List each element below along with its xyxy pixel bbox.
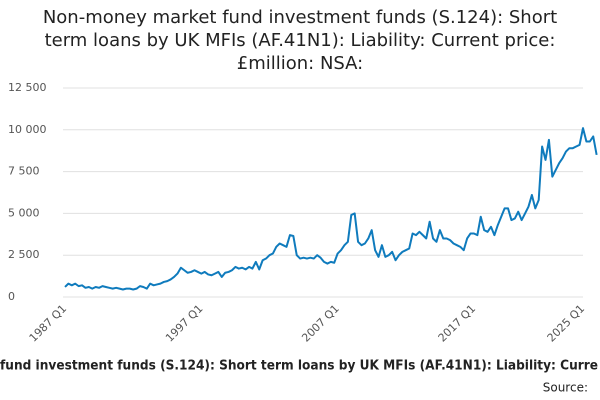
x-tick-label: 2007 Q1 bbox=[299, 302, 342, 345]
x-tick-label: 1997 Q1 bbox=[163, 302, 206, 345]
y-tick-label: 2 500 bbox=[8, 248, 40, 261]
y-tick-label: 10 000 bbox=[8, 123, 47, 136]
caption: fund investment funds (S.124): Short ter… bbox=[0, 359, 598, 374]
y-tick-label: 7 500 bbox=[8, 165, 40, 178]
source: Source: bbox=[543, 381, 588, 395]
x-tick-label: 1987 Q1 bbox=[27, 302, 70, 345]
x-tick-label: 2017 Q1 bbox=[436, 302, 479, 345]
series-line bbox=[64, 127, 598, 291]
chart-title: Non-money market fund investment funds (… bbox=[43, 7, 557, 28]
y-tick-label: 0 bbox=[8, 290, 15, 303]
chart-title: term loans by UK MFIs (AF.41N1): Liabili… bbox=[45, 30, 556, 51]
chart-title: £million: NSA: bbox=[237, 53, 363, 74]
y-tick-label: 5 000 bbox=[8, 206, 40, 219]
x-tick-label: 2025 Q1 bbox=[545, 302, 588, 345]
y-tick-label: 12 500 bbox=[8, 81, 47, 94]
